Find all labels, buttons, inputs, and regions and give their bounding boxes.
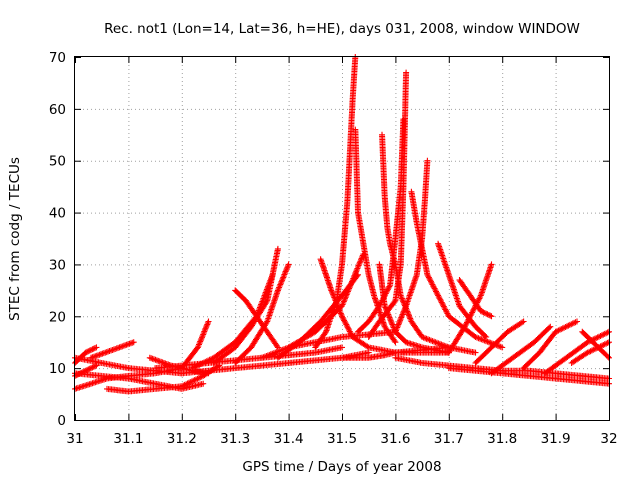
- series-33-markers: [445, 365, 612, 387]
- x-tick-label: 31: [66, 431, 83, 447]
- plot-frame: [74, 56, 610, 421]
- series-12: [210, 245, 281, 366]
- x-tick-label: 32: [600, 431, 617, 447]
- series-6-markers: [88, 339, 137, 361]
- x-tick-label: 31.1: [113, 431, 143, 447]
- y-tick-label: 10: [49, 361, 66, 377]
- x-tick-label: 31.6: [380, 431, 410, 447]
- y-tick-label: 0: [57, 413, 66, 429]
- axis-ticks: [75, 57, 610, 421]
- y-tick-labels: 0 10 20 30 40 50 60 70: [49, 50, 66, 429]
- series-6: [88, 339, 137, 361]
- y-tick-label: 20: [49, 309, 66, 325]
- series-31: [456, 277, 495, 320]
- series-33: [445, 365, 612, 387]
- y-tick-label: 30: [49, 257, 66, 273]
- series-35: [488, 323, 554, 377]
- y-axis-label: STEC from codg / TECUs: [7, 157, 23, 321]
- series-27-markers: [392, 157, 431, 335]
- series-29-markers: [435, 240, 490, 340]
- series-39-markers: [579, 328, 612, 361]
- series-34: [472, 318, 527, 366]
- series-35-markers: [488, 323, 554, 377]
- series-36-markers: [520, 318, 580, 372]
- y-tick-label: 50: [49, 154, 66, 170]
- series-21: [352, 126, 399, 346]
- x-tick-label: 31.2: [167, 431, 197, 447]
- series-29: [435, 240, 490, 340]
- series-39: [579, 328, 612, 361]
- x-tick-labels: 31 31.1 31.2 31.3 31.4 31.5 31.6 31.7 31.8 31.9 32: [66, 431, 617, 447]
- x-tick-label: 31.7: [434, 431, 464, 447]
- series-24-markers: [379, 131, 399, 268]
- y-tick-label: 40: [49, 206, 66, 222]
- y-tick-label: 60: [49, 102, 66, 118]
- x-tick-label: 31.5: [327, 431, 357, 447]
- series-34-markers: [472, 318, 527, 366]
- series-14-markers: [232, 261, 292, 366]
- series-36: [520, 318, 580, 372]
- x-tick-label: 31.8: [487, 431, 517, 447]
- series-27: [392, 157, 431, 335]
- series-24: [379, 131, 399, 268]
- series-19: [312, 54, 359, 351]
- y-tick-label: 70: [49, 50, 66, 66]
- chart-title: Rec. not1 (Lon=14, Lat=36, h=HE), days 0…: [104, 21, 580, 37]
- data-points: [72, 54, 612, 395]
- series-31-markers: [456, 277, 495, 320]
- x-axis-label: GPS time / Days of year 2008: [242, 459, 441, 475]
- series-12-markers: [210, 245, 281, 366]
- x-tick-label: 31.9: [541, 431, 571, 447]
- series-14: [232, 261, 292, 366]
- series-19-markers: [312, 54, 359, 351]
- x-tick-label: 31.3: [220, 431, 250, 447]
- series-21-markers: [352, 126, 399, 346]
- x-tick-label: 31.4: [274, 431, 304, 447]
